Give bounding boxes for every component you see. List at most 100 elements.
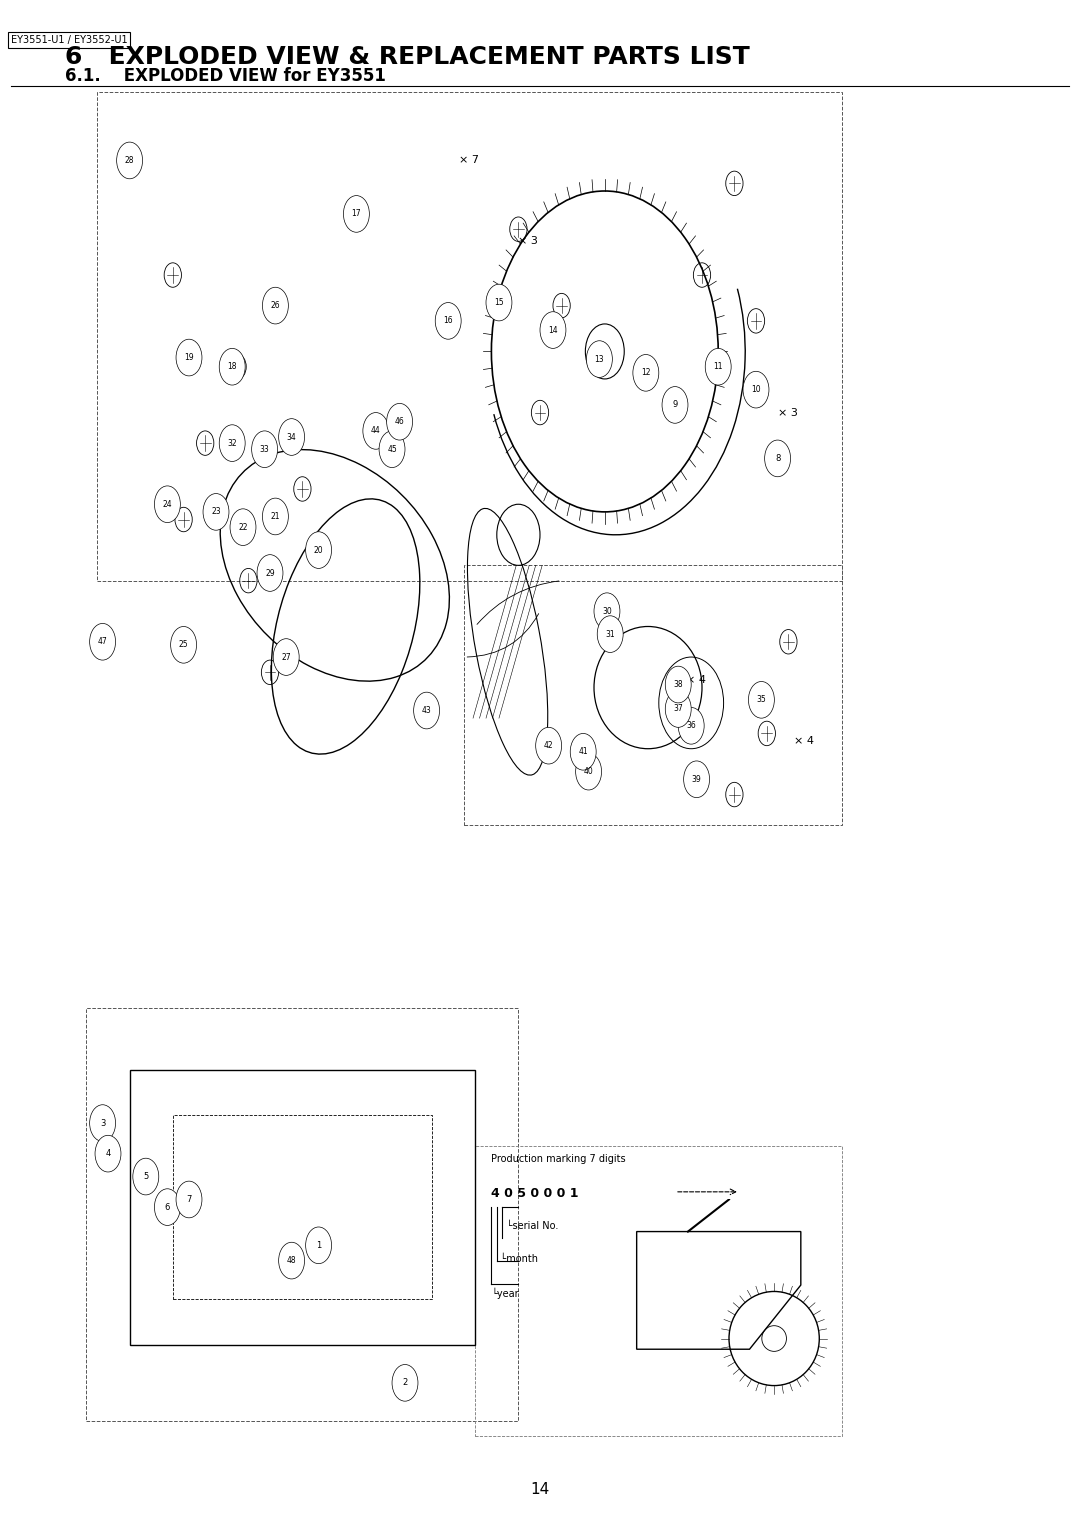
Circle shape (262, 287, 288, 324)
Circle shape (203, 494, 229, 530)
Circle shape (705, 348, 731, 385)
Text: 19: 19 (185, 353, 193, 362)
Text: 25: 25 (179, 640, 188, 649)
Text: × 3: × 3 (778, 408, 797, 417)
Text: 11: 11 (714, 362, 723, 371)
Circle shape (387, 403, 413, 440)
Text: └month: └month (491, 1254, 539, 1265)
Circle shape (306, 532, 332, 568)
Text: 6.1.    EXPLODED VIEW for EY3551: 6.1. EXPLODED VIEW for EY3551 (65, 67, 386, 86)
Circle shape (633, 354, 659, 391)
Circle shape (176, 339, 202, 376)
Circle shape (536, 727, 562, 764)
Circle shape (133, 1158, 159, 1195)
Text: 22: 22 (239, 523, 247, 532)
Text: 35: 35 (756, 695, 767, 704)
Text: 40: 40 (583, 767, 594, 776)
Circle shape (306, 1227, 332, 1264)
Circle shape (684, 761, 710, 798)
Text: 1: 1 (316, 1241, 321, 1250)
Circle shape (95, 1135, 121, 1172)
Text: 4: 4 (106, 1149, 110, 1158)
Circle shape (230, 509, 256, 545)
Circle shape (576, 753, 602, 790)
Text: 46: 46 (394, 417, 405, 426)
Text: Production marking 7 digits: Production marking 7 digits (491, 1154, 626, 1164)
Circle shape (279, 419, 305, 455)
Text: 6   EXPLODED VIEW & REPLACEMENT PARTS LIST: 6 EXPLODED VIEW & REPLACEMENT PARTS LIST (65, 44, 750, 69)
Circle shape (435, 303, 461, 339)
Circle shape (597, 616, 623, 652)
Text: × 3: × 3 (518, 237, 538, 246)
Text: × 4: × 4 (686, 675, 706, 685)
Text: 12: 12 (642, 368, 650, 377)
Text: 31: 31 (606, 630, 615, 639)
Circle shape (90, 1105, 116, 1141)
Bar (86, 1008, 518, 1421)
Text: × 4: × 4 (794, 736, 814, 746)
Text: 14: 14 (530, 1482, 550, 1497)
Text: 21: 21 (271, 512, 280, 521)
Text: 43: 43 (421, 706, 432, 715)
Text: EY3551-U1 / EY3552-U1: EY3551-U1 / EY3552-U1 (11, 35, 127, 44)
Text: 20: 20 (314, 545, 323, 555)
Text: 42: 42 (544, 741, 553, 750)
Circle shape (379, 431, 405, 468)
Text: 47: 47 (97, 637, 108, 646)
Circle shape (486, 284, 512, 321)
Text: 3: 3 (100, 1118, 105, 1128)
Circle shape (392, 1365, 418, 1401)
Circle shape (219, 425, 245, 461)
Circle shape (343, 196, 369, 232)
Text: 37: 37 (673, 704, 684, 714)
Circle shape (743, 371, 769, 408)
Text: 28: 28 (125, 156, 134, 165)
Circle shape (570, 733, 596, 770)
Text: × 7: × 7 (459, 156, 480, 165)
Circle shape (262, 498, 288, 535)
Circle shape (662, 387, 688, 423)
Circle shape (540, 312, 566, 348)
Circle shape (154, 1189, 180, 1225)
Circle shape (665, 691, 691, 727)
Text: 8: 8 (775, 454, 780, 463)
Text: 29: 29 (266, 568, 274, 578)
Text: 48: 48 (287, 1256, 296, 1265)
Text: 17: 17 (352, 209, 361, 219)
Text: 14: 14 (549, 325, 557, 335)
Circle shape (117, 142, 143, 179)
Bar (97, 92, 842, 581)
Circle shape (414, 692, 440, 729)
Text: └serial No.: └serial No. (491, 1221, 558, 1232)
Text: 36: 36 (686, 721, 697, 730)
Text: 10: 10 (752, 385, 760, 394)
Text: 24: 24 (163, 500, 172, 509)
Text: 45: 45 (387, 445, 397, 454)
Circle shape (171, 626, 197, 663)
Text: 5: 5 (144, 1172, 148, 1181)
Bar (475, 1146, 842, 1436)
Circle shape (586, 341, 612, 377)
Circle shape (678, 707, 704, 744)
Text: 27: 27 (282, 652, 291, 662)
Text: 33: 33 (259, 445, 270, 454)
Text: 4 0 5 0 0 0 1: 4 0 5 0 0 0 1 (491, 1187, 579, 1201)
Text: 16: 16 (444, 316, 453, 325)
Text: 44: 44 (370, 426, 381, 435)
Circle shape (273, 639, 299, 675)
Text: 30: 30 (602, 607, 612, 616)
Text: 26: 26 (271, 301, 280, 310)
Text: 23: 23 (212, 507, 220, 516)
Text: 2: 2 (403, 1378, 407, 1387)
Circle shape (765, 440, 791, 477)
Circle shape (257, 555, 283, 591)
Text: 38: 38 (674, 680, 683, 689)
Circle shape (252, 431, 278, 468)
Circle shape (665, 666, 691, 703)
Circle shape (363, 413, 389, 449)
Text: 15: 15 (495, 298, 503, 307)
Text: 39: 39 (691, 775, 702, 784)
Text: 18: 18 (228, 362, 237, 371)
Text: 34: 34 (286, 432, 297, 442)
Text: └year: └year (491, 1288, 519, 1299)
